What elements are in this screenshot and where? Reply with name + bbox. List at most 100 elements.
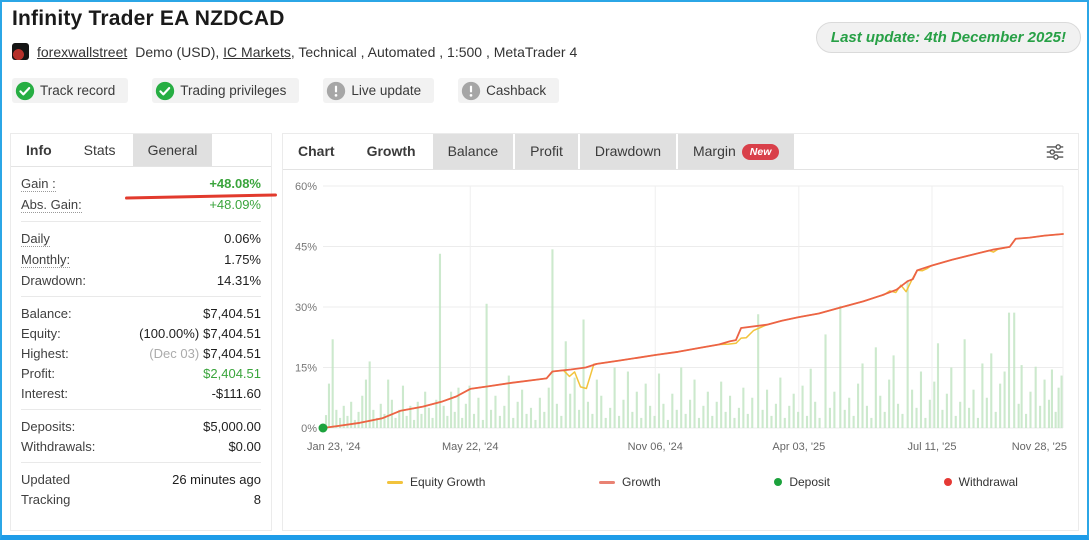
broker-link[interactable]: IC Markets xyxy=(223,43,291,60)
svg-text:May 22, '24: May 22, '24 xyxy=(442,441,499,453)
row-abs-gain-value: +48.09% xyxy=(209,196,261,212)
row-highest-date: (Dec 03) xyxy=(149,345,200,361)
row-updated: Updated 26 minutes ago xyxy=(21,469,261,489)
row-monthly-label[interactable]: Monthly: xyxy=(21,251,71,268)
equity-growth-swatch xyxy=(387,480,403,484)
badge-label: Live update xyxy=(351,83,422,98)
row-interest-value: -$111.60 xyxy=(211,385,261,401)
svg-text:15%: 15% xyxy=(295,363,317,375)
account-details-suffix: , Technical , Automated , 1:500 , MetaTr… xyxy=(290,43,578,60)
row-daily-label[interactable]: Daily xyxy=(21,230,50,247)
legend-label: Equity Growth xyxy=(410,475,486,489)
tab-chart[interactable]: Chart xyxy=(283,134,350,169)
exclamation-circle-icon xyxy=(461,81,481,100)
row-highest-value: (Dec 03) $7,404.51 xyxy=(149,346,261,361)
account-user-link[interactable]: forexwallstreet xyxy=(37,43,128,60)
svg-text:60%: 60% xyxy=(295,181,317,193)
deposit-swatch xyxy=(774,478,783,486)
row-updated-value: 26 minutes ago xyxy=(172,471,261,487)
new-badge: New xyxy=(741,144,780,160)
svg-text:Nov 28, '25: Nov 28, '25 xyxy=(1012,441,1067,453)
svg-text:0%: 0% xyxy=(301,423,317,435)
account-avatar xyxy=(12,43,29,60)
withdrawal-swatch xyxy=(943,478,952,486)
row-equity: Equity: (100.00%) $7,404.51 xyxy=(21,323,261,343)
badges-row: Track record Trading privileges Live upd… xyxy=(12,78,1077,103)
legend-growth[interactable]: Growth xyxy=(599,475,661,489)
row-profit-label: Profit: xyxy=(21,365,55,381)
check-circle-icon xyxy=(156,81,175,100)
chart-tabbar: Chart Growth Balance Profit Drawdown Mar… xyxy=(283,134,1078,170)
header: Infinity Trader EA NZDCAD forexwallstree… xyxy=(2,2,1087,103)
row-deposits: Deposits: $5,000.00 xyxy=(21,416,261,436)
tab-margin-label: Margin xyxy=(692,143,736,159)
check-circle-icon xyxy=(15,81,35,100)
tab-info[interactable]: Info xyxy=(11,134,67,166)
badge-track-record: Track record xyxy=(12,78,129,103)
growth-chart[interactable]: 0% 15% 30% 45% 60% Jan 23, '24 May 22, '24 Nov … xyxy=(283,174,1076,464)
row-tracking-value: 8 xyxy=(253,491,261,507)
legend-label: Growth xyxy=(622,475,661,489)
svg-text:Nov 06, '24: Nov 06, '24 xyxy=(628,441,683,453)
badge-label: Cashback xyxy=(486,83,547,98)
tab-balance[interactable]: Balance xyxy=(432,134,514,169)
divider xyxy=(21,296,261,297)
info-rows: Gain : +48.08% Abs. Gain: +48.09% Daily … xyxy=(11,167,271,509)
tab-profit[interactable]: Profit xyxy=(515,134,578,169)
row-gain-label[interactable]: Gain : xyxy=(21,175,56,192)
row-tracking-label: Tracking xyxy=(21,491,71,507)
row-equity-label: Equity: xyxy=(21,325,61,341)
row-highest: Highest: (Dec 03) $7,404.51 xyxy=(21,343,261,363)
info-panel: Info Stats General Gain : +48.08% Abs. G… xyxy=(10,133,278,531)
row-balance: Balance: $7,404.51 xyxy=(21,303,261,323)
row-deposits-value: $5,000.00 xyxy=(203,418,261,434)
legend-withdrawal[interactable]: Withdrawal xyxy=(943,475,1018,489)
chart-legend: Equity Growth Growth Deposit Withdrawal xyxy=(387,475,1018,489)
divider xyxy=(21,221,261,222)
row-withdrawals-label: Withdrawals: xyxy=(21,438,96,454)
row-deposits-label: Deposits: xyxy=(21,418,76,434)
badge-live-update: Live update xyxy=(323,78,435,103)
row-interest: Interest: -$111.60 xyxy=(21,383,261,403)
svg-text:30%: 30% xyxy=(295,302,317,314)
chart-panel: Chart Growth Balance Profit Drawdown Mar… xyxy=(282,133,1079,531)
row-gain: Gain : +48.08% xyxy=(21,173,261,194)
row-interest-label: Interest: xyxy=(21,385,68,401)
svg-text:Jul 11, '25: Jul 11, '25 xyxy=(908,441,957,453)
svg-text:Jan 23, '24: Jan 23, '24 xyxy=(307,441,360,453)
legend-deposit[interactable]: Deposit xyxy=(774,475,830,489)
row-updated-label: Updated xyxy=(21,471,71,487)
row-profit: Profit: $2,404.51 xyxy=(21,363,261,383)
row-balance-value: $7,404.51 xyxy=(203,305,261,321)
legend-label: Withdrawal xyxy=(958,475,1018,489)
legend-equity-growth[interactable]: Equity Growth xyxy=(387,475,485,489)
divider xyxy=(21,409,261,410)
tab-growth[interactable]: Growth xyxy=(351,134,431,169)
legend-label: Deposit xyxy=(789,475,830,489)
row-highest-amount: $7,404.51 xyxy=(203,345,261,361)
badge-trading-privileges: Trading privileges xyxy=(152,78,300,103)
svg-text:45%: 45% xyxy=(295,242,317,254)
chart-area: 0% 15% 30% 45% 60% Jan 23, '24 May 22, '24 Nov … xyxy=(283,170,1078,489)
tab-drawdown[interactable]: Drawdown xyxy=(579,134,676,169)
tab-general[interactable]: General xyxy=(132,134,213,166)
row-withdrawals: Withdrawals: $0.00 xyxy=(21,436,261,456)
row-abs-gain-label[interactable]: Abs. Gain: xyxy=(21,196,82,213)
tab-margin[interactable]: Margin New xyxy=(677,134,795,169)
row-balance-label: Balance: xyxy=(21,305,72,321)
row-tracking: Tracking 8 xyxy=(21,489,261,509)
svg-text:Apr 03, '25: Apr 03, '25 xyxy=(772,441,825,453)
main: Info Stats General Gain : +48.08% Abs. G… xyxy=(2,133,1087,531)
growth-swatch xyxy=(599,480,615,484)
row-daily-value: 0.06% xyxy=(224,230,261,246)
account-details-prefix: Demo (USD), xyxy=(135,43,220,60)
filter-sliders-icon[interactable] xyxy=(1044,141,1066,163)
info-tabbar: Info Stats General xyxy=(11,134,271,167)
account-row: forexwallstreet Demo (USD), IC Markets, … xyxy=(12,43,1077,60)
divider xyxy=(21,462,261,463)
row-gain-value: +48.08% xyxy=(209,175,261,191)
row-daily: Daily 0.06% xyxy=(21,228,261,249)
tab-stats[interactable]: Stats xyxy=(68,134,131,166)
badge-label: Track record xyxy=(40,83,116,98)
